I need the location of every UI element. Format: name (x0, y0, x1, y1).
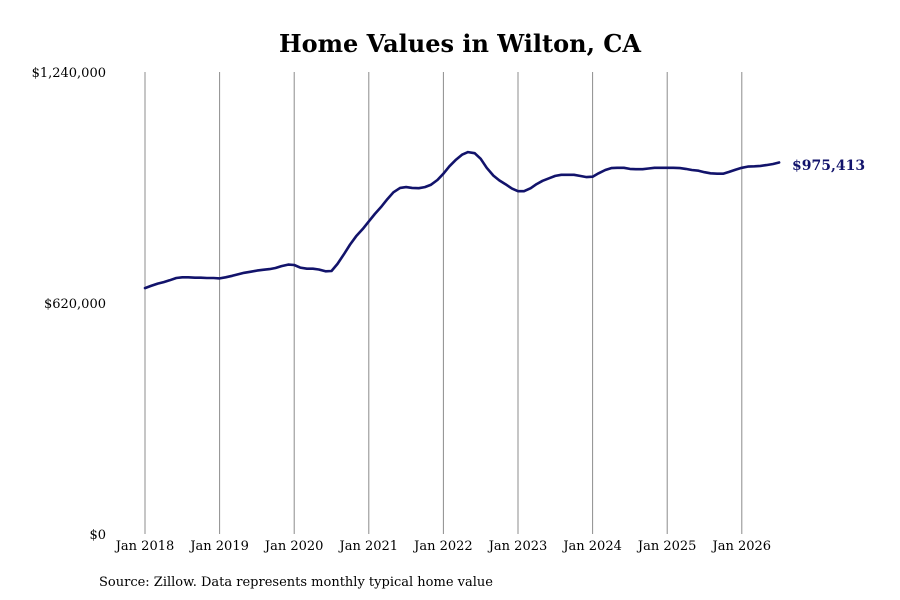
x-axis-tick-labels: Jan 2018 Jan 2019 Jan 2020 Jan 2021 Jan 2022… (114, 539, 771, 554)
gridlines (144, 72, 743, 534)
y-axis-tick-labels: $0 $620,000 $1,240,000 (32, 66, 106, 543)
series-line-0 (143, 150, 781, 290)
x-tick-label: Jan 2024 (561, 539, 622, 554)
series-group (143, 150, 781, 290)
x-tick-label: Jan 2025 (636, 539, 697, 554)
y-tick-label: $0 (89, 528, 106, 543)
y-tick-label: $1,240,000 (32, 66, 106, 81)
y-tick-label: $620,000 (44, 297, 106, 312)
x-tick-label: Jan 2026 (711, 539, 772, 554)
end-value-label: $975,413 (792, 158, 865, 174)
x-tick-label: Jan 2020 (263, 539, 324, 554)
x-tick-label: Jan 2021 (338, 539, 399, 554)
chart-title: Home Values in Wilton, CA (279, 29, 641, 58)
x-tick-label: Jan 2019 (188, 539, 249, 554)
source-note: Source: Zillow. Data represents monthly … (99, 575, 493, 590)
x-tick-label: Jan 2022 (412, 539, 473, 554)
x-tick-label: Jan 2018 (114, 539, 175, 554)
x-tick-label: Jan 2023 (487, 539, 548, 554)
